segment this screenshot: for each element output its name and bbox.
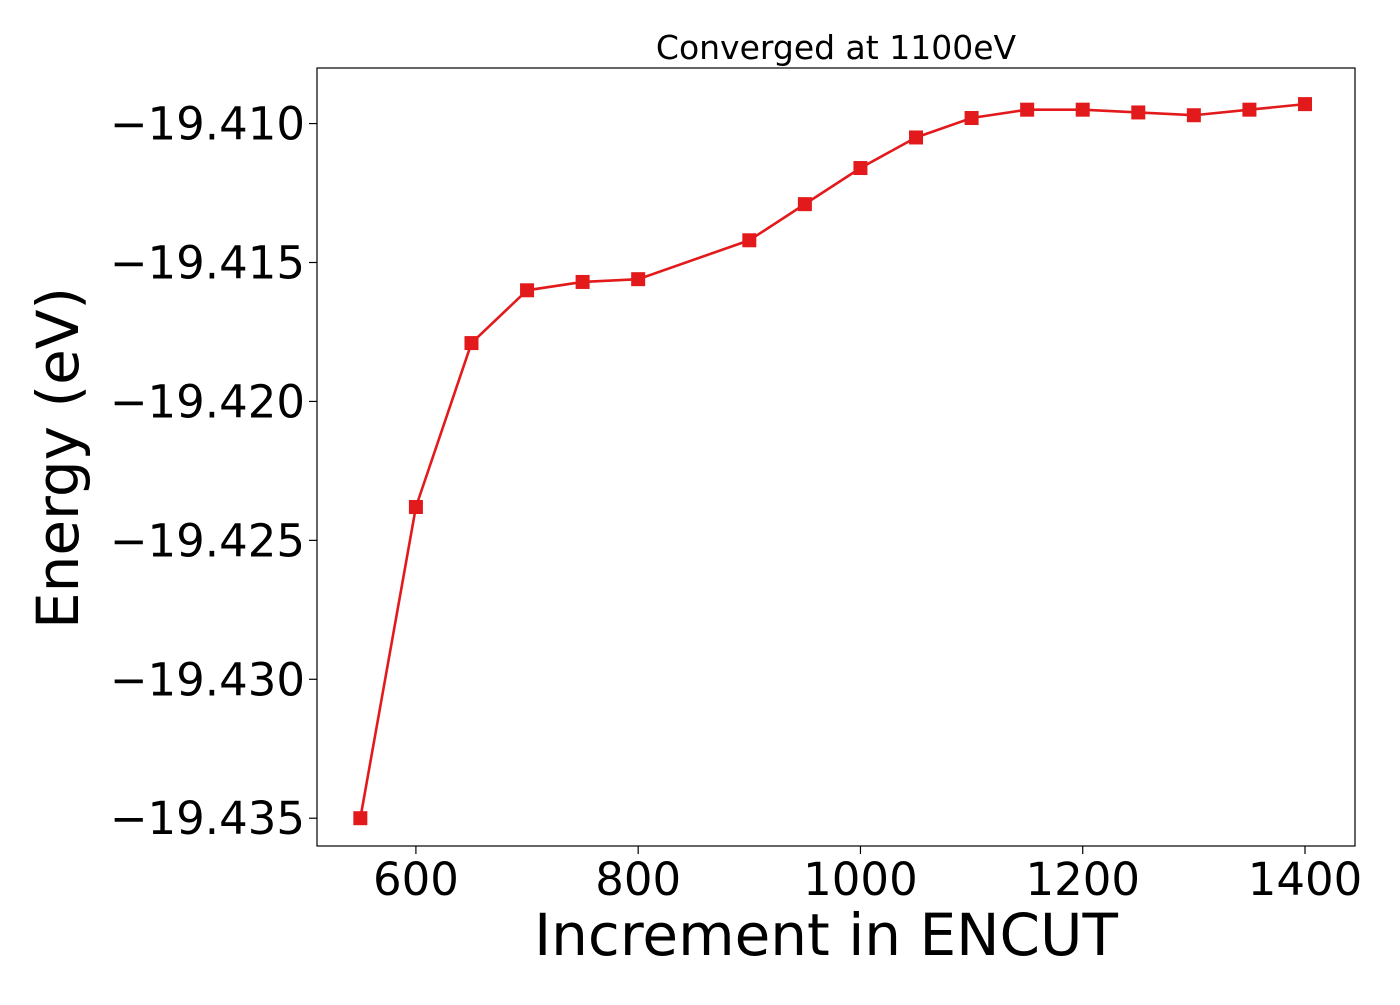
data-point-marker <box>353 811 368 826</box>
y-tick-label: −19.410 <box>110 98 305 151</box>
x-axis-ticks: 600 800 1000 1200 1400 <box>373 846 1362 906</box>
x-tick-label: 1200 <box>1025 853 1140 906</box>
data-point-marker <box>631 272 646 287</box>
x-tick-label: 800 <box>595 853 681 906</box>
data-point-marker <box>797 197 812 212</box>
x-tick-label: 600 <box>373 853 459 906</box>
data-point-marker <box>964 111 979 126</box>
x-tick-label: 1000 <box>803 853 918 906</box>
data-point-marker <box>408 500 423 515</box>
chart-title: Converged at 1100eV <box>656 28 1017 67</box>
y-tick-label: −19.425 <box>110 514 305 567</box>
y-tick-label: −19.435 <box>110 792 305 845</box>
data-point-marker <box>909 130 924 145</box>
data-point-marker <box>1186 108 1201 123</box>
data-point-marker <box>742 233 757 248</box>
plot-area <box>316 67 1356 847</box>
y-tick-label: −19.415 <box>110 237 305 290</box>
data-point-marker <box>1131 105 1146 120</box>
data-point-marker <box>853 161 868 176</box>
data-point-marker <box>1020 102 1035 117</box>
data-point-marker <box>520 283 535 298</box>
y-tick-label: −19.430 <box>110 653 305 706</box>
series-layer <box>353 97 1312 826</box>
data-point-marker <box>1075 102 1090 117</box>
y-tick-label: −19.420 <box>110 375 305 428</box>
y-axis-title: Energy (eV) <box>24 287 92 629</box>
data-point-marker <box>464 336 479 351</box>
data-point-marker <box>1242 102 1257 117</box>
x-tick-label: 1400 <box>1248 853 1363 906</box>
y-axis-ticks: −19.410 −19.415 −19.420 −19.425 −19.430 −19.4… <box>110 98 317 845</box>
data-point-marker <box>575 274 590 289</box>
x-axis-title: Increment in ENCUT <box>534 901 1118 969</box>
data-point-marker <box>1297 97 1312 112</box>
